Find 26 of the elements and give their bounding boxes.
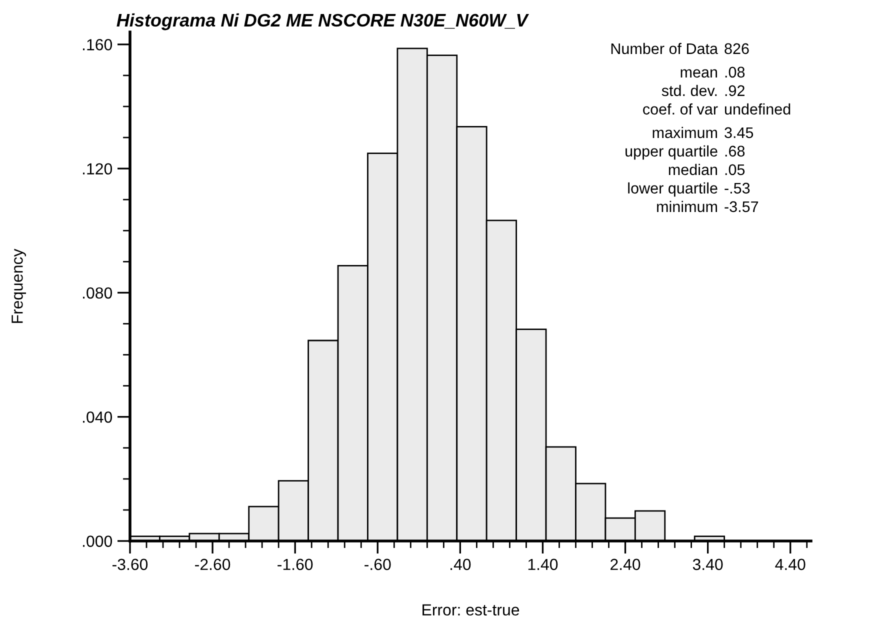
x-tick-label: -2.60 xyxy=(195,558,230,570)
y-axis-title: Frequency xyxy=(12,248,26,323)
annotation: median .05 xyxy=(668,164,745,176)
x-tick-label: -3.60 xyxy=(112,558,148,570)
annotation: upper quartile .68 xyxy=(626,145,745,160)
x-axis-title: Error: est-true xyxy=(422,604,520,616)
y-tick-label: .080 xyxy=(83,287,112,299)
x-tick-label: 2.40 xyxy=(610,558,640,570)
x-tick-label: 4.40 xyxy=(775,558,806,570)
y-tick-label: .000 xyxy=(83,536,112,547)
x-tick-label: 1.40 xyxy=(528,558,558,570)
x-tick-label: 3.40 xyxy=(692,558,723,570)
annotation: coef. of var undefined xyxy=(643,103,790,115)
x-tick-label: .40 xyxy=(450,558,471,570)
x-tick-label: -1.60 xyxy=(278,558,313,570)
y-tick-label: .040 xyxy=(83,411,112,423)
x-tick-label: -.60 xyxy=(364,558,391,570)
annotation: std. dev. .92 xyxy=(662,84,744,96)
chart-title: Histograma Ni DG2 ME NSCORE N30E_N60W_V xyxy=(116,13,530,30)
annotation: lower quartile -.53 xyxy=(628,182,750,197)
annotation: maximum 3.45 xyxy=(652,126,754,138)
annotation: Number of Data 826 xyxy=(611,42,749,54)
y-tick-label: .160 xyxy=(83,39,112,50)
annotation: minimum -3.57 xyxy=(657,200,758,212)
annotation: mean .08 xyxy=(680,66,745,78)
y-tick-label: .120 xyxy=(83,163,112,175)
